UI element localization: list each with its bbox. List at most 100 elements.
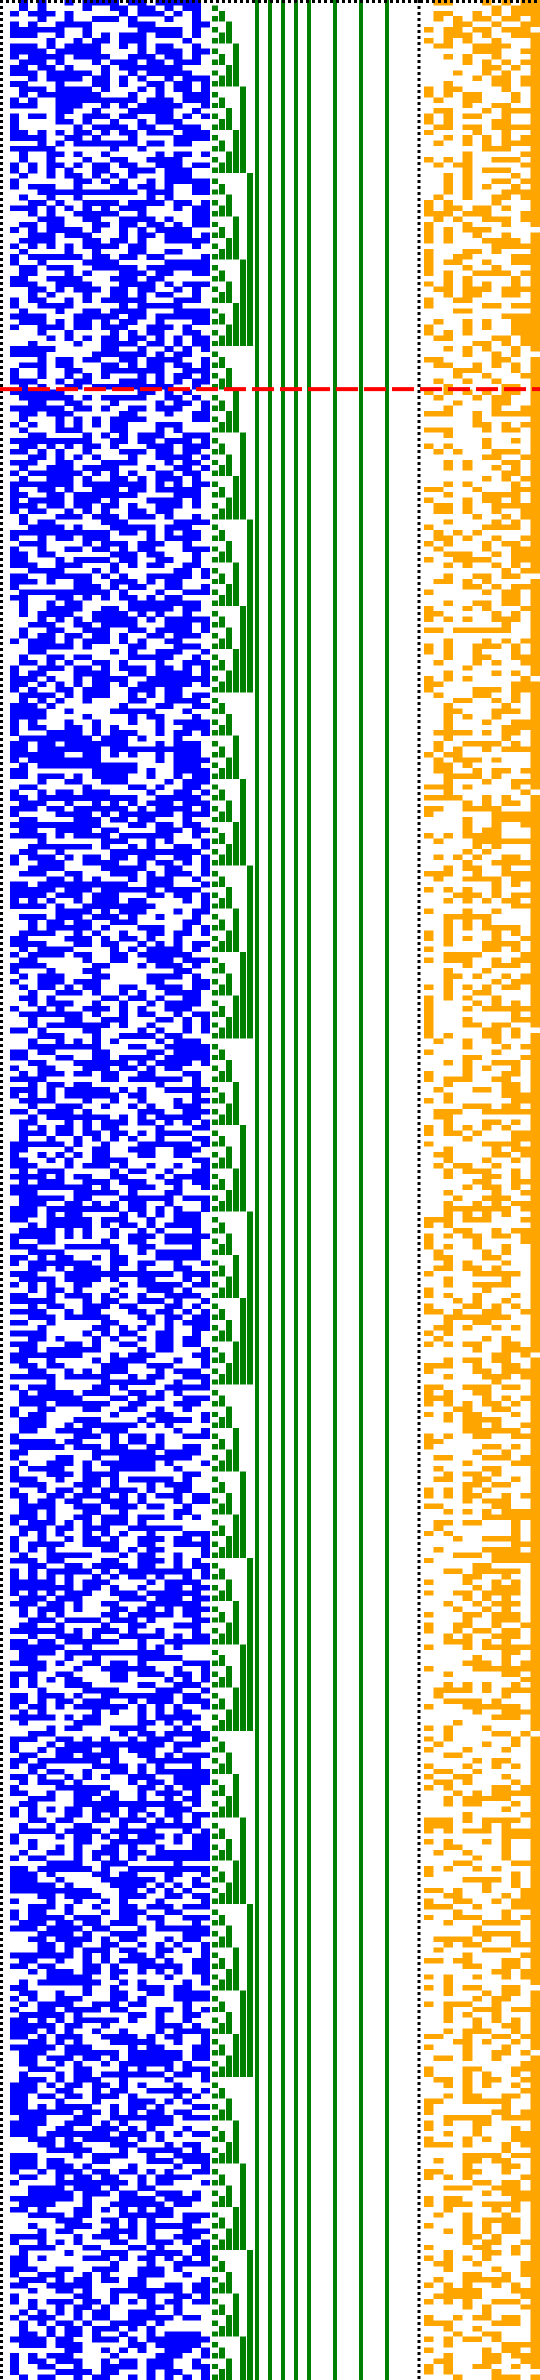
random-bit-run: [55, 2104, 92, 2110]
output-bit-run: [433, 795, 444, 801]
output-bit-run: [462, 1460, 473, 1466]
random-bit-run: [10, 708, 47, 715]
random-bit-run: [100, 1460, 156, 1467]
output-bit-run: [472, 1757, 482, 1764]
random-bit-run: [10, 1406, 20, 1412]
random-bit-run: [100, 1184, 110, 1191]
random-bit-run: [137, 1325, 147, 1331]
output-bit-run: [462, 2336, 473, 2343]
random-bit-run: [64, 854, 74, 861]
random-bit-run: [110, 59, 138, 66]
output-bit-run: [530, 1357, 540, 1731]
random-bit-run: [164, 622, 192, 628]
random-bit-run: [200, 573, 210, 579]
output-bit-run: [511, 2152, 521, 2159]
random-bit-run: [182, 1319, 210, 1326]
random-bit-run: [10, 1547, 20, 1553]
random-bit-run: [10, 757, 20, 763]
output-bit-run: [424, 1747, 434, 1753]
random-bit-run: [137, 1584, 147, 1591]
counter-bit-run: [226, 1709, 232, 1731]
random-bit-run: [28, 2039, 47, 2045]
random-bit-run: [110, 946, 120, 953]
random-bit-run: [55, 140, 65, 147]
output-bit-run: [433, 124, 444, 130]
random-bit-run: [64, 1368, 74, 1375]
random-bit-run: [119, 1633, 165, 1640]
random-bit-run: [91, 1563, 129, 1569]
counter-bit-run: [212, 546, 218, 552]
output-bit-run: [433, 10, 444, 22]
output-bit-run: [530, 32, 540, 228]
random-bit-run: [28, 470, 83, 477]
output-bit-run: [520, 2174, 531, 2180]
counter-bit-run: [233, 2120, 239, 2164]
counter-bit-run: [212, 2342, 218, 2348]
output-bit-run: [491, 1227, 502, 1239]
random-bit-run: [10, 2369, 20, 2375]
output-bit-run: [501, 2374, 511, 2380]
random-bit-run: [10, 1319, 29, 1326]
random-bit-run: [82, 1952, 92, 1959]
output-bit-run: [443, 1373, 453, 1380]
counter-bit-run: [212, 2028, 218, 2034]
counter-bit-run: [219, 1568, 225, 1580]
random-bit-run: [55, 811, 92, 817]
counter-bit-run: [212, 394, 218, 401]
random-bit-run: [173, 135, 210, 141]
random-bit-run: [182, 459, 201, 466]
random-bit-run: [155, 1574, 165, 1580]
random-bit-run: [100, 1498, 129, 1504]
output-bit-run: [511, 708, 521, 714]
output-bit-run: [491, 75, 502, 87]
output-bit-run: [453, 1206, 463, 1212]
random-bit-run: [55, 2309, 65, 2316]
random-bit-run: [91, 265, 138, 271]
random-bit-run: [10, 730, 20, 736]
random-bit-run: [73, 492, 138, 498]
random-bit-run: [10, 2125, 38, 2132]
output-bit-run: [453, 16, 463, 38]
random-bit-run: [64, 870, 83, 877]
counter-bit-run: [212, 470, 218, 476]
random-bit-run: [73, 2277, 92, 2283]
random-bit-run: [146, 1887, 156, 1894]
output-bit-run: [511, 1157, 521, 1163]
random-bit-run: [46, 162, 65, 168]
random-bit-run: [119, 935, 138, 942]
output-bit-run: [511, 156, 521, 163]
counter-bit-run: [212, 1379, 218, 1385]
random-bit-run: [55, 2277, 65, 2283]
random-bit-run: [100, 1363, 129, 1369]
random-bit-run: [155, 292, 174, 298]
random-bit-run: [10, 1855, 20, 1861]
random-bit-run: [91, 1633, 101, 1640]
random-bit-run: [200, 2277, 210, 2283]
random-bit-run: [191, 703, 210, 709]
counter-bit-run: [219, 1373, 225, 1385]
random-bit-run: [146, 2336, 210, 2343]
random-bit-run: [64, 1579, 74, 1586]
output-bit-run: [501, 492, 511, 498]
random-bit-run: [100, 129, 110, 136]
random-bit-run: [137, 1682, 156, 1688]
random-bit-run: [46, 627, 65, 634]
random-bit-run: [55, 1487, 74, 1494]
random-bit-run: [28, 686, 38, 693]
random-bit-run: [73, 773, 83, 780]
random-bit-run: [137, 5, 156, 12]
random-bit-run: [155, 703, 174, 709]
output-bit-run: [482, 27, 492, 38]
output-bit-run: [491, 265, 502, 276]
random-bit-run: [164, 1460, 174, 1467]
output-bit-run: [520, 1092, 531, 1104]
output-bit-run: [501, 1449, 511, 1461]
random-bit-run: [10, 438, 92, 444]
output-bit-run: [462, 1633, 473, 1650]
random-bit-run: [73, 833, 110, 839]
random-bit-run: [28, 1249, 65, 1256]
random-bit-run: [37, 1979, 101, 1986]
output-bit-run: [424, 524, 434, 531]
counter-bit-run: [212, 362, 218, 368]
random-bit-run: [28, 1968, 38, 1975]
